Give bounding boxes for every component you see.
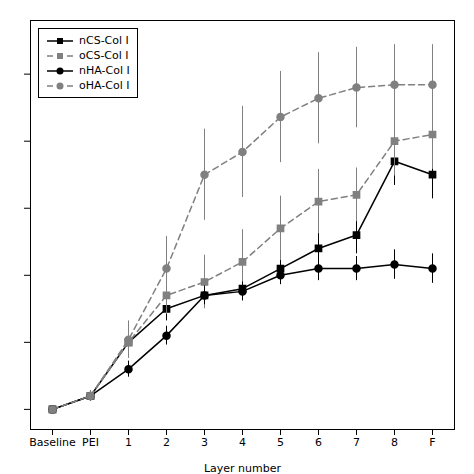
svg-text:Baseline: Baseline	[29, 436, 76, 449]
svg-text:F: F	[429, 436, 435, 449]
svg-text:7: 7	[353, 436, 360, 449]
svg-text:8: 8	[391, 436, 398, 449]
svg-text:PEI: PEI	[82, 436, 99, 449]
svg-text:4: 4	[239, 436, 246, 449]
html-text:nHA-Col I: nHA-Col I	[79, 64, 130, 77]
svg-text:2: 2	[163, 436, 170, 449]
svg-text:1: 1	[125, 436, 132, 449]
html-text:oHA-Col I: oHA-Col I	[79, 79, 130, 92]
svg-text:5: 5	[277, 436, 284, 449]
html-text:nCS-Col I: nCS-Col I	[79, 34, 129, 47]
svg-text:6: 6	[315, 436, 322, 449]
svg-text:Layer number: Layer number	[204, 462, 282, 474]
html-text:oCS-Col I: oCS-Col I	[79, 49, 129, 62]
svg-text:3: 3	[201, 436, 208, 449]
